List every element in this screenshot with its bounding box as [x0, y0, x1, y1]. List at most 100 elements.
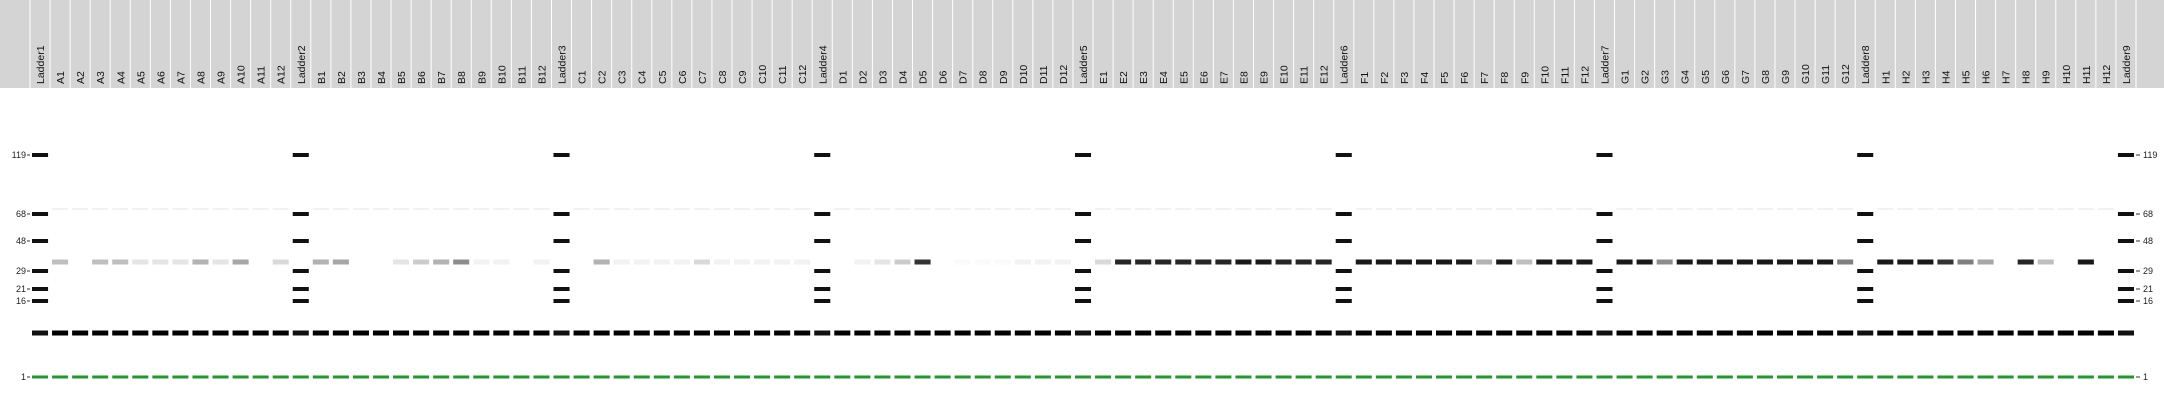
faint-band [874, 208, 891, 210]
faint-band [1977, 208, 1994, 210]
faint-band [1295, 208, 1312, 210]
marker-band [413, 375, 430, 379]
lane-label: G7 [1740, 70, 1752, 84]
sample-band [593, 259, 610, 265]
lane-label: G6 [1720, 70, 1732, 84]
ladder-band [814, 239, 831, 243]
ladder-band [553, 299, 570, 303]
sample-band [734, 259, 751, 265]
marker-band [52, 375, 69, 379]
marker-band [1716, 375, 1733, 379]
faint-band [1716, 208, 1733, 210]
common-band [1135, 330, 1152, 336]
ladder-band [553, 153, 570, 157]
sample-band [172, 259, 189, 265]
marker-band [954, 375, 971, 379]
common-band [1054, 330, 1071, 336]
faint-band [533, 208, 550, 210]
common-band [52, 330, 69, 336]
common-band [413, 330, 430, 336]
common-band [1756, 330, 1773, 336]
lane-label: F8 [1499, 72, 1511, 84]
y-tick-label-right: 68 [2143, 209, 2153, 219]
common-band [372, 330, 390, 336]
faint-band [713, 208, 730, 210]
marker-band [272, 375, 289, 379]
faint-band [934, 208, 951, 210]
common-band [1074, 330, 1092, 336]
lane-label: Ladder3 [557, 45, 569, 84]
marker-band [573, 375, 590, 379]
ladder-band [2117, 287, 2134, 291]
sample-band [1135, 259, 1152, 265]
sample-band [1095, 259, 1112, 265]
faint-band [954, 208, 971, 210]
marker-band [834, 375, 851, 379]
lane-label: A11 [256, 66, 268, 84]
y-tick-label-left: 119 [12, 150, 26, 160]
faint-band [1415, 208, 1432, 210]
common-band [573, 330, 590, 336]
ladder-band [2117, 239, 2134, 243]
marker-band [1877, 375, 1894, 379]
lane-label: B2 [336, 71, 348, 84]
lane-label: H5 [1961, 70, 1973, 84]
marker-band [2057, 375, 2074, 379]
faint-band [1275, 208, 1292, 210]
marker-band [473, 375, 490, 379]
sample-band [1636, 259, 1653, 265]
ladder-band [2117, 299, 2134, 303]
sample-band [1917, 259, 1934, 265]
lane-label: F12 [1579, 66, 1591, 84]
marker-band [172, 375, 189, 379]
marker-band [513, 375, 530, 379]
faint-band [112, 208, 129, 210]
lane-label: H10 [2061, 65, 2073, 84]
sample-band [1175, 259, 1192, 265]
lane-label: Ladder2 [296, 45, 308, 84]
faint-band [1195, 208, 1212, 210]
lane-label: G3 [1660, 70, 1672, 84]
faint-band [372, 208, 390, 210]
faint-band [1736, 208, 1753, 210]
marker-band [292, 375, 309, 379]
sample-band [1054, 259, 1071, 265]
common-band [1456, 330, 1473, 336]
lane-label: H1 [1880, 70, 1892, 84]
sample-band [433, 259, 450, 265]
faint-band [493, 208, 510, 210]
marker-band [1054, 375, 1071, 379]
common-band [734, 330, 751, 336]
faint-band [252, 208, 269, 210]
lane-label: C3 [617, 70, 629, 84]
faint-band [72, 208, 89, 210]
common-band [292, 330, 309, 336]
marker-band [734, 375, 751, 379]
marker-band [613, 375, 630, 379]
lane-label: E1 [1098, 71, 1110, 84]
sample-band [1436, 259, 1453, 265]
lane-label: E8 [1238, 71, 1250, 84]
faint-band [834, 208, 851, 210]
lane-label: D11 [1038, 65, 1050, 84]
ladder-band [1596, 239, 1613, 243]
common-band [1215, 330, 1232, 336]
lane-label: C11 [777, 65, 789, 84]
ladder-band [814, 287, 831, 291]
ladder-band [1857, 212, 1874, 216]
ladder-band [1596, 287, 1613, 291]
ladder-band [553, 239, 570, 243]
ladder-band [1335, 299, 1352, 303]
sample-band [633, 259, 650, 265]
ladder-band [32, 212, 49, 216]
ladder-band [814, 299, 831, 303]
common-band [1616, 330, 1633, 336]
faint-band [433, 208, 450, 210]
marker-band [493, 375, 510, 379]
lane-label: Ladder7 [1599, 45, 1611, 84]
ladder-band [1335, 212, 1352, 216]
marker-band [312, 375, 329, 379]
marker-band [72, 375, 89, 379]
ladder-band [292, 212, 309, 216]
ladder-band [292, 269, 309, 273]
